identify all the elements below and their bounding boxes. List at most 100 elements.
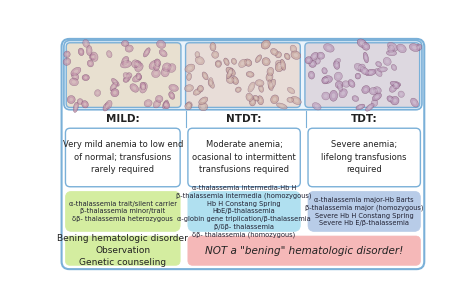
- Text: α-thalassemia intermedia-Hb H
β-thalassemia intermedia (homozygous)
Hb H Constan: α-thalassemia intermedia-Hb H β-thalasse…: [176, 185, 312, 238]
- Ellipse shape: [161, 68, 169, 77]
- Ellipse shape: [228, 70, 233, 74]
- Ellipse shape: [210, 82, 213, 86]
- Ellipse shape: [341, 91, 345, 95]
- Ellipse shape: [348, 80, 355, 87]
- Ellipse shape: [310, 52, 318, 60]
- Ellipse shape: [91, 52, 98, 61]
- Ellipse shape: [136, 73, 141, 80]
- Ellipse shape: [360, 67, 369, 75]
- Ellipse shape: [193, 88, 201, 95]
- Text: Moderate anemia;
ocasional to intermittent
transfusions required: Moderate anemia; ocasional to intermitte…: [192, 141, 296, 174]
- Ellipse shape: [307, 59, 310, 62]
- Ellipse shape: [233, 60, 235, 63]
- Ellipse shape: [152, 69, 160, 77]
- Ellipse shape: [390, 85, 397, 92]
- Ellipse shape: [278, 63, 282, 66]
- Text: α-thalassemia major-Hb Barts
β-thalassemia major (homozygous)
Severe Hb H Consta: α-thalassemia major-Hb Barts β-thalassem…: [305, 196, 423, 226]
- Ellipse shape: [137, 75, 140, 78]
- Ellipse shape: [187, 87, 191, 90]
- Ellipse shape: [184, 85, 193, 92]
- Ellipse shape: [125, 79, 128, 81]
- Ellipse shape: [224, 58, 229, 66]
- Ellipse shape: [358, 106, 362, 108]
- Ellipse shape: [231, 58, 237, 64]
- FancyBboxPatch shape: [62, 39, 424, 269]
- Ellipse shape: [128, 47, 131, 50]
- Ellipse shape: [337, 83, 341, 86]
- Ellipse shape: [187, 73, 191, 81]
- Ellipse shape: [362, 43, 370, 50]
- Ellipse shape: [393, 66, 395, 69]
- Ellipse shape: [137, 65, 141, 69]
- Ellipse shape: [275, 62, 284, 72]
- Ellipse shape: [362, 86, 370, 94]
- Ellipse shape: [92, 55, 96, 59]
- Ellipse shape: [237, 88, 239, 91]
- Ellipse shape: [65, 53, 68, 56]
- Ellipse shape: [354, 63, 363, 71]
- Ellipse shape: [132, 75, 142, 82]
- Ellipse shape: [157, 97, 161, 100]
- Ellipse shape: [397, 44, 406, 53]
- Ellipse shape: [364, 45, 368, 48]
- Ellipse shape: [388, 45, 394, 53]
- Ellipse shape: [257, 96, 264, 105]
- Ellipse shape: [400, 46, 403, 50]
- Ellipse shape: [153, 100, 161, 108]
- Ellipse shape: [236, 87, 241, 92]
- Ellipse shape: [170, 94, 173, 97]
- Ellipse shape: [374, 87, 381, 94]
- FancyBboxPatch shape: [65, 191, 180, 231]
- Ellipse shape: [63, 58, 71, 65]
- Ellipse shape: [392, 87, 395, 90]
- Ellipse shape: [69, 98, 73, 101]
- Ellipse shape: [208, 77, 213, 86]
- FancyBboxPatch shape: [66, 43, 181, 107]
- Ellipse shape: [140, 82, 146, 90]
- Ellipse shape: [282, 62, 284, 67]
- Ellipse shape: [212, 51, 219, 58]
- Ellipse shape: [75, 105, 77, 109]
- Ellipse shape: [210, 80, 212, 84]
- Ellipse shape: [155, 64, 158, 68]
- Ellipse shape: [152, 63, 155, 67]
- Ellipse shape: [94, 90, 100, 96]
- Ellipse shape: [365, 103, 374, 111]
- Text: α-thalassemia trait/silent carrier
β-thalassemia minor/trait
δβ- thalassemia het: α-thalassemia trait/silent carrier β-tha…: [69, 201, 177, 222]
- Ellipse shape: [260, 87, 262, 90]
- Ellipse shape: [156, 61, 159, 64]
- Ellipse shape: [259, 85, 264, 92]
- Ellipse shape: [375, 69, 382, 77]
- Ellipse shape: [255, 55, 262, 63]
- Ellipse shape: [363, 69, 366, 73]
- Ellipse shape: [344, 83, 348, 85]
- Ellipse shape: [156, 40, 166, 48]
- Ellipse shape: [250, 85, 253, 89]
- Ellipse shape: [248, 82, 255, 92]
- Ellipse shape: [268, 80, 273, 91]
- Ellipse shape: [358, 64, 365, 71]
- Ellipse shape: [373, 93, 382, 101]
- Ellipse shape: [126, 73, 132, 78]
- Ellipse shape: [185, 64, 195, 72]
- Ellipse shape: [226, 76, 234, 84]
- Ellipse shape: [65, 60, 69, 63]
- Ellipse shape: [165, 104, 168, 107]
- Ellipse shape: [217, 62, 220, 65]
- Ellipse shape: [169, 84, 178, 92]
- Ellipse shape: [357, 66, 361, 69]
- Ellipse shape: [144, 48, 150, 57]
- Ellipse shape: [352, 96, 359, 102]
- Ellipse shape: [337, 84, 343, 91]
- Text: NOT a "bening" hematologic disorder!: NOT a "bening" hematologic disorder!: [205, 246, 403, 256]
- Text: MILD:: MILD:: [106, 114, 140, 124]
- Ellipse shape: [255, 80, 264, 86]
- Ellipse shape: [280, 59, 286, 70]
- Ellipse shape: [140, 82, 147, 93]
- Ellipse shape: [246, 93, 253, 101]
- Ellipse shape: [73, 102, 78, 113]
- Ellipse shape: [132, 60, 139, 68]
- Ellipse shape: [391, 96, 399, 105]
- Ellipse shape: [372, 89, 375, 93]
- Ellipse shape: [268, 75, 271, 79]
